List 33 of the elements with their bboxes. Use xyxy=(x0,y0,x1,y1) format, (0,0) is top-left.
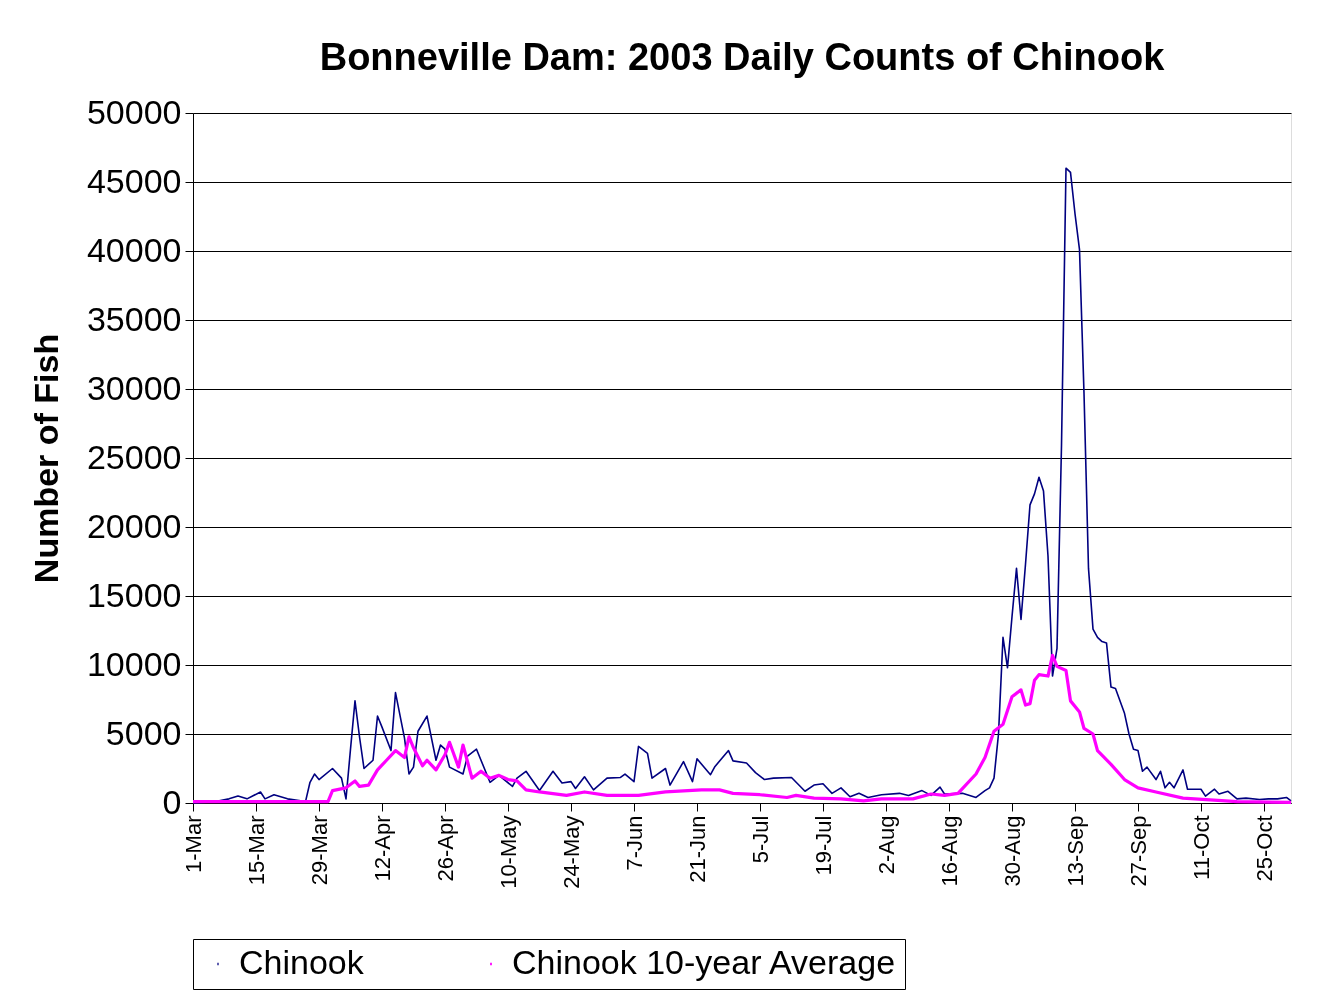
y-tick-label: 30000 xyxy=(86,368,182,407)
x-tick-label: 24-May xyxy=(558,815,584,889)
y-tick-label: 10000 xyxy=(86,644,182,683)
legend-label: Chinook 10-year Average xyxy=(512,943,896,981)
y-tick-label: 40000 xyxy=(86,230,182,269)
x-tick-label: 16-Aug xyxy=(936,815,962,887)
x-tick-label: 2-Aug xyxy=(873,815,899,875)
y-tick-label: 5000 xyxy=(105,713,182,752)
x-tick-label: 26-Apr xyxy=(432,815,458,882)
legend-label: Chinook xyxy=(239,943,365,981)
x-tick-label: 21-Jun xyxy=(684,815,710,883)
x-tick-label: 10-May xyxy=(495,815,521,889)
y-tick-label: 15000 xyxy=(86,575,182,614)
y-axis-title: Number of Fish xyxy=(26,333,65,584)
x-tick-label: 1-Mar xyxy=(180,815,206,873)
x-tick-label: 13-Sep xyxy=(1062,815,1088,887)
y-tick-label: 20000 xyxy=(86,506,182,545)
x-tick-label: 7-Jun xyxy=(621,815,647,871)
x-tick-label: 29-Mar xyxy=(306,815,332,886)
y-tick-label: 0 xyxy=(162,782,182,821)
x-tick-label: 15-Mar xyxy=(243,815,269,886)
y-tick-label: 25000 xyxy=(86,437,182,476)
x-tick-label: 12-Apr xyxy=(369,815,395,882)
x-tick-label: 19-Jul xyxy=(810,815,836,876)
x-tick-label: 25-Oct xyxy=(1251,815,1277,882)
y-tick-label: 50000 xyxy=(86,92,182,131)
x-tick-label: 27-Sep xyxy=(1125,815,1151,887)
x-tick-label: 5-Jul xyxy=(747,815,773,864)
y-tick-label: 35000 xyxy=(86,299,182,338)
chart-title: Bonneville Dam: 2003 Daily Counts of Chinook xyxy=(319,36,1166,78)
y-tick-label: 45000 xyxy=(86,161,182,200)
x-tick-label: 11-Oct xyxy=(1188,815,1214,880)
x-tick-label: 30-Aug xyxy=(999,815,1025,887)
